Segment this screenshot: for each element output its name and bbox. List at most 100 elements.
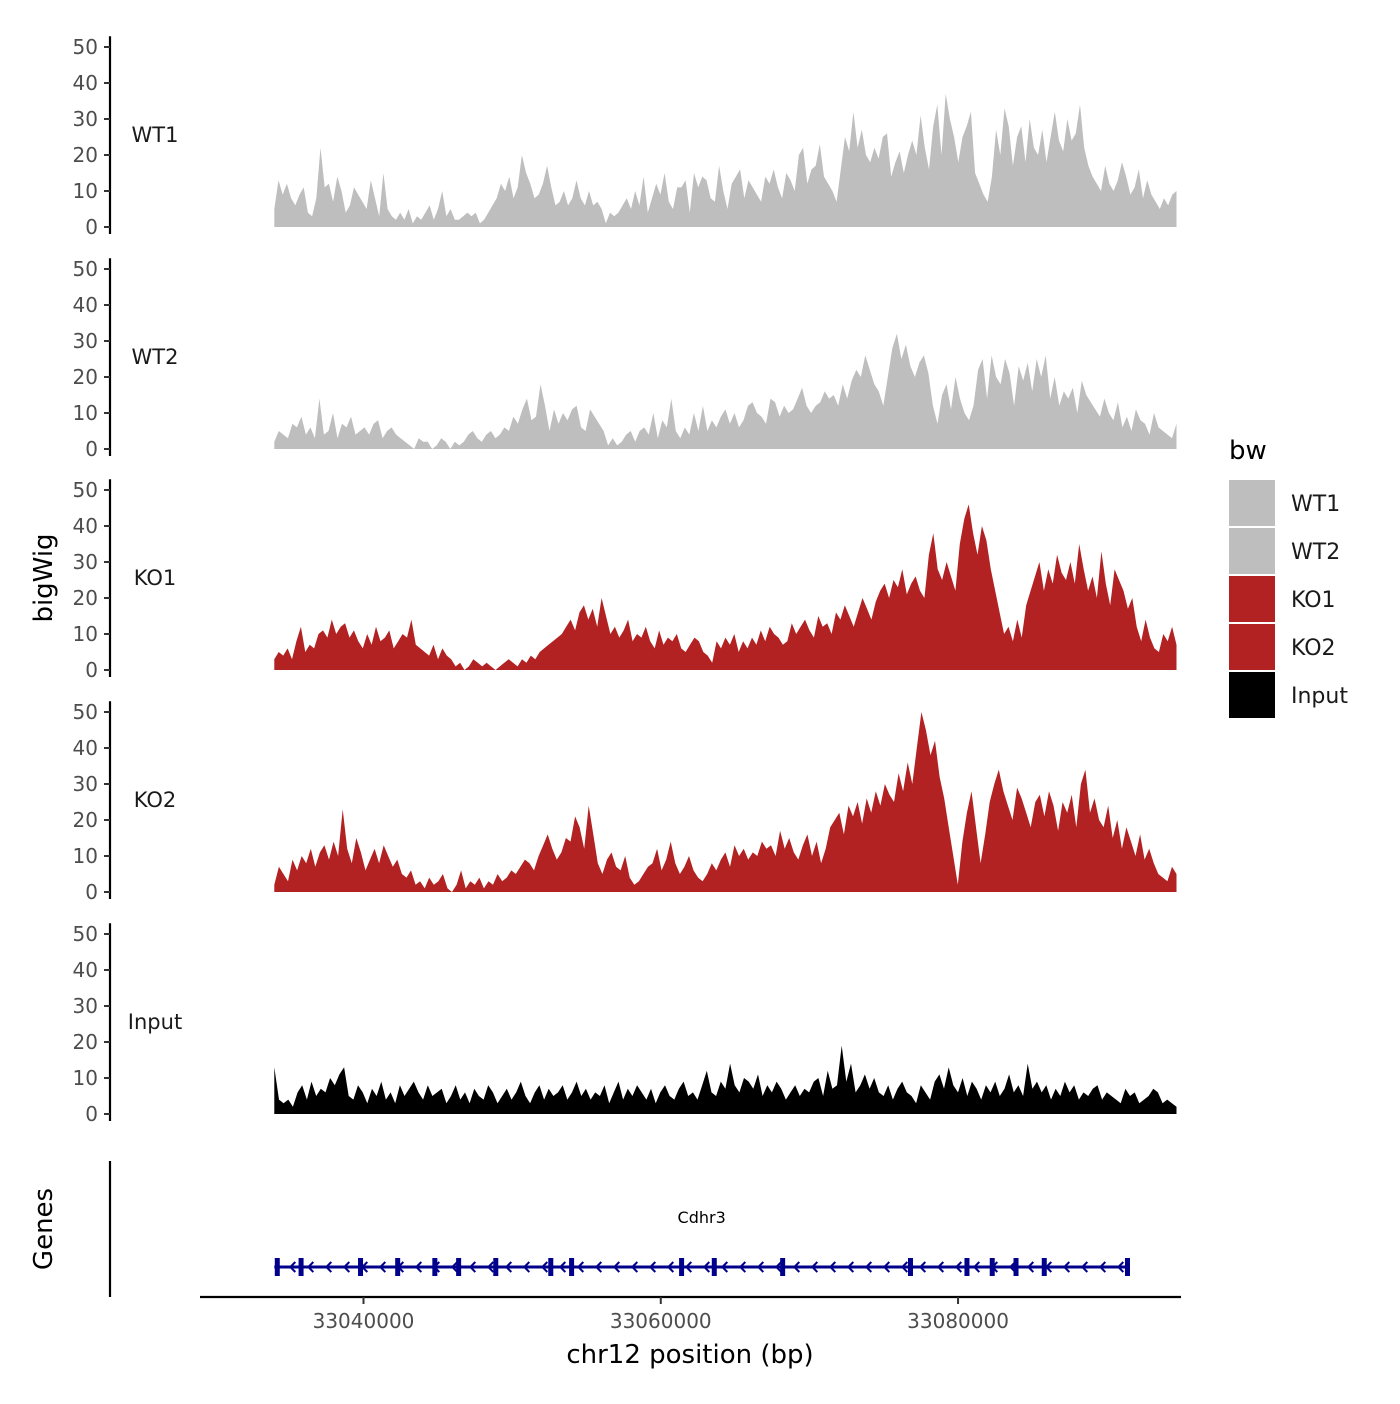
exon bbox=[358, 1258, 364, 1276]
exon bbox=[274, 1258, 280, 1276]
x-tick-label: 33080000 bbox=[907, 1309, 1009, 1333]
track-ko2: 0 10 20 30 40 50 KO2 bbox=[73, 700, 1177, 904]
gene-label: Cdhr3 bbox=[678, 1208, 726, 1227]
strand-arrow bbox=[450, 1261, 459, 1273]
y-tick-label: 20 bbox=[73, 808, 98, 832]
x-axis-title: chr12 position (bp) bbox=[566, 1340, 813, 1370]
legend-swatch-ko2 bbox=[1229, 624, 1275, 670]
exon bbox=[493, 1258, 499, 1276]
x-tick-label: 33060000 bbox=[610, 1309, 712, 1333]
strand-arrow bbox=[720, 1261, 729, 1273]
strand-arrow bbox=[612, 1261, 621, 1273]
strand-arrow bbox=[288, 1261, 297, 1273]
strand-arrow bbox=[324, 1261, 333, 1273]
y-tick-label: 0 bbox=[85, 215, 98, 239]
strand-arrow bbox=[414, 1261, 423, 1273]
strand-arrow bbox=[1080, 1261, 1089, 1273]
strand-arrow bbox=[648, 1261, 657, 1273]
y-tick-label: 0 bbox=[85, 880, 98, 904]
exon bbox=[907, 1258, 913, 1276]
strand-arrow bbox=[792, 1261, 801, 1273]
track-label: Input bbox=[128, 1010, 182, 1034]
strand-arrow bbox=[900, 1261, 909, 1273]
strand-arrow bbox=[864, 1261, 873, 1273]
legend-label-ko2: KO2 bbox=[1291, 636, 1336, 661]
exon bbox=[395, 1258, 401, 1276]
signal-area-ko2 bbox=[274, 712, 1177, 892]
legend-label-ko1: KO1 bbox=[1291, 588, 1336, 613]
y-tick-label: 30 bbox=[73, 329, 98, 353]
track-ko1: 0 10 20 30 40 50 KO1 bbox=[73, 478, 1177, 682]
y-tick-label: 10 bbox=[73, 844, 98, 868]
y-tick-label: 40 bbox=[73, 71, 98, 95]
y-axis-title: bigWig bbox=[29, 533, 59, 622]
y-tick-label: 20 bbox=[73, 1030, 98, 1054]
strand-arrow bbox=[684, 1261, 693, 1273]
strand-arrow bbox=[882, 1261, 891, 1273]
strand-arrow bbox=[306, 1261, 315, 1273]
exon bbox=[780, 1258, 786, 1276]
legend-swatch-input bbox=[1229, 672, 1275, 718]
exon bbox=[964, 1258, 970, 1276]
strand-arrow bbox=[828, 1261, 837, 1273]
y-tick-label: 10 bbox=[73, 622, 98, 646]
y-tick-label: 20 bbox=[73, 143, 98, 167]
track-label: WT1 bbox=[132, 123, 179, 147]
y-tick-label: 20 bbox=[73, 365, 98, 389]
strand-arrow bbox=[504, 1261, 513, 1273]
strand-arrow bbox=[378, 1261, 387, 1273]
y-tick-label: 50 bbox=[73, 700, 98, 724]
y-tick-label: 40 bbox=[73, 293, 98, 317]
strand-arrow bbox=[774, 1261, 783, 1273]
exon bbox=[679, 1258, 685, 1276]
exon bbox=[432, 1258, 438, 1276]
legend-swatch-wt1 bbox=[1229, 480, 1275, 526]
strand-arrow bbox=[468, 1261, 477, 1273]
track-input: 0 10 20 30 40 50 Input bbox=[73, 922, 1177, 1126]
gene-track: Cdhr3 bbox=[108, 1161, 1130, 1297]
strand-arrow bbox=[522, 1261, 531, 1273]
exon bbox=[711, 1258, 717, 1276]
y-tick-label: 30 bbox=[73, 772, 98, 796]
strand-arrow bbox=[918, 1261, 927, 1273]
legend-title: bw bbox=[1229, 436, 1267, 466]
strand-arrow bbox=[1062, 1261, 1071, 1273]
y-tick-label: 20 bbox=[73, 586, 98, 610]
legend-label-wt1: WT1 bbox=[1291, 492, 1340, 517]
signal-area-wt1 bbox=[274, 93, 1177, 227]
y-tick-label: 0 bbox=[85, 437, 98, 461]
y-tick-label: 10 bbox=[73, 1066, 98, 1090]
strand-arrow bbox=[630, 1261, 639, 1273]
strand-arrow bbox=[1026, 1261, 1035, 1273]
y-tick-label: 30 bbox=[73, 994, 98, 1018]
genes-axis-title: Genes bbox=[29, 1188, 59, 1270]
y-tick-label: 10 bbox=[73, 179, 98, 203]
strand-arrow bbox=[666, 1261, 675, 1273]
y-tick-label: 50 bbox=[73, 35, 98, 59]
signal-tracks: 0 10 20 30 40 50 WT1 0 10 20 30 40 50 WT2 0 10 20 30 40 50 K… bbox=[73, 35, 1177, 1126]
strand-arrow bbox=[972, 1261, 981, 1273]
track-wt1: 0 10 20 30 40 50 WT1 bbox=[73, 35, 1177, 239]
y-tick-label: 0 bbox=[85, 658, 98, 682]
strand-arrow bbox=[594, 1261, 603, 1273]
legend-label-input: Input bbox=[1291, 684, 1348, 709]
y-tick-label: 50 bbox=[73, 922, 98, 946]
signal-area-input bbox=[274, 1045, 1177, 1114]
exon bbox=[456, 1258, 462, 1276]
strand-arrow bbox=[954, 1261, 963, 1273]
y-tick-label: 50 bbox=[73, 478, 98, 502]
legend-label-wt2: WT2 bbox=[1291, 540, 1340, 565]
strand-arrow bbox=[342, 1261, 351, 1273]
y-tick-label: 30 bbox=[73, 107, 98, 131]
exon bbox=[548, 1258, 554, 1276]
legend: bw WT1 WT2 KO1 KO2 Input bbox=[1229, 436, 1348, 718]
strand-arrow bbox=[540, 1261, 549, 1273]
strand-arrow bbox=[576, 1261, 585, 1273]
y-tick-label: 0 bbox=[85, 1102, 98, 1126]
exon bbox=[989, 1258, 995, 1276]
exon bbox=[1124, 1258, 1130, 1276]
signal-area-ko1 bbox=[274, 504, 1177, 670]
strand-arrow bbox=[1098, 1261, 1107, 1273]
exon bbox=[569, 1258, 575, 1276]
track-label: KO2 bbox=[134, 788, 177, 812]
